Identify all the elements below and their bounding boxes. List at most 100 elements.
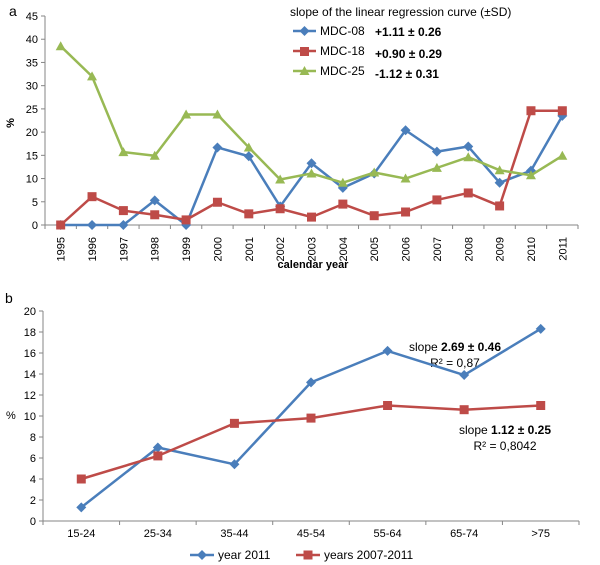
panel-a-x-tick-label-2011: 2011 [557, 237, 569, 261]
panel-b-y-tick-label-12: 12 [24, 390, 36, 402]
legend-item-years-2007-2011: years 2007-2011 [296, 548, 414, 562]
panel-a-point-mdc-25-2006 [400, 173, 411, 183]
panel-a-point-mdc-18-2006 [401, 207, 411, 217]
panel-a-x-tick-label-2004: 2004 [338, 237, 350, 261]
panel-a-y-tick-label-20: 20 [26, 127, 38, 139]
panel-b-y-axis-title: % [6, 410, 16, 422]
panel-a-label: a [9, 3, 17, 19]
annotation-blue-slope: slope 2.69 ± 0.46 [409, 340, 501, 354]
panel-a-x-tick-label-1996: 1996 [87, 237, 99, 261]
panel-b-y-tick-label-2: 2 [30, 495, 36, 507]
panel-b-point-years-2007-2011-55-64 [383, 401, 393, 410]
panel-a-point-mdc-25-2000 [212, 109, 223, 119]
panel-a-x-tick-label-1995: 1995 [56, 237, 68, 261]
panel-a-y-tick-label-35: 35 [26, 57, 38, 69]
panel-a-point-mdc-18-2005 [369, 211, 379, 221]
panel-a-x-axis-title: calendar year [278, 259, 350, 271]
panel-a-y-tick-label-5: 5 [32, 197, 38, 209]
panel-a-point-mdc-25-2005 [369, 167, 380, 177]
panel-a-y-tick-label-10: 10 [26, 174, 38, 186]
panel-a-point-mdc-25-2004 [337, 177, 348, 187]
legend-label-years-2007-2011: years 2007-2011 [324, 548, 414, 562]
panel-a-point-mdc-25-1999 [181, 109, 192, 119]
panel-a-y-tick-label-40: 40 [26, 34, 38, 46]
panel-b-x-tick-label-75: >75 [531, 528, 550, 540]
panel-a-point-mdc-08-2001 [243, 151, 254, 162]
panel-a-point-mdc-25-2002 [275, 174, 286, 184]
panel-b-y-tick-label-18: 18 [24, 327, 36, 339]
panel-a-point-mdc-18-2009 [495, 201, 505, 211]
panel-a-point-mdc-25-2003 [306, 168, 317, 178]
panel-a-point-mdc-08-2009 [494, 177, 505, 188]
panel-a-series-mdc-18 [56, 106, 567, 230]
panel-a-point-mdc-18-2000 [212, 197, 222, 207]
panel-a-x-tick-label-2001: 2001 [244, 237, 256, 261]
slope-mdc-08: +1.11 ± 0.26 [375, 25, 442, 39]
panel-a-title: slope of the linear regression curve (±S… [290, 5, 511, 19]
panel-b-x-tick-label-15-24: 15-24 [67, 528, 95, 540]
panel-b-x-tick-label-35-44: 35-44 [220, 528, 248, 540]
panel-b-y-tick-label-16: 16 [24, 348, 36, 360]
panel-a-point-mdc-08-2007 [431, 146, 442, 157]
panel-a-x-tick-label-2002: 2002 [275, 237, 287, 261]
panel-a-point-mdc-25-2011 [557, 150, 568, 160]
slope-mdc-18: +0.90 ± 0.29 [375, 47, 442, 61]
panel-a-x-tick-label-1998: 1998 [150, 237, 162, 261]
panel-b-series-year-2011 [76, 323, 546, 513]
annotation-blue: slope 2.69 ± 0.46 R² = 0,87 [409, 340, 501, 370]
legend-label-mdc-08: MDC-08 [320, 24, 365, 38]
panel-b-x-tick-label-45-54: 45-54 [297, 528, 325, 540]
panel-a-point-mdc-25-2001 [243, 142, 254, 152]
panel-a-point-mdc-08-2008 [463, 141, 474, 152]
panel-a-point-mdc-25-1996 [87, 71, 98, 81]
panel-b-legend: year 2011 years 2007-2011 [190, 548, 414, 562]
panel-a-point-mdc-08-1996 [87, 220, 98, 230]
panel-b-point-years-2007-2011-15-24 [76, 474, 86, 484]
panel-b-y-tick-label-8: 8 [30, 432, 36, 444]
panel-a-point-mdc-18-2004 [338, 199, 348, 209]
panel-b-point-year-2011-15-24 [76, 502, 87, 513]
slope-mdc-25: -1.12 ± 0.31 [375, 67, 439, 81]
panel-a-x-tick-label-2010: 2010 [526, 237, 538, 261]
panel-a-x-tick-label-2005: 2005 [369, 237, 381, 261]
panel-a-x-tick-label-2000: 2000 [212, 237, 224, 261]
panel-a-y-tick-label-15: 15 [26, 150, 38, 162]
panel-b-y-tick-label-6: 6 [30, 453, 36, 465]
panel-a-x-tick-label-2009: 2009 [495, 237, 507, 261]
panel-b-x-tick-label-65-74: 65-74 [450, 528, 478, 540]
panel-a-x-tick-label-2003: 2003 [307, 237, 319, 261]
panel-b-point-year-2011-35-44 [229, 459, 240, 470]
legend-label-mdc-25: MDC-25 [320, 64, 365, 78]
panel-a-point-mdc-08-2006 [400, 125, 411, 136]
panel-a-y-tick-label-25: 25 [26, 104, 38, 116]
panel-b-point-years-2007-2011-45-54 [306, 413, 316, 423]
panel-b-series-years-2007-2011 [76, 401, 546, 484]
panel-b-x-tick-label-55-64: 55-64 [374, 528, 402, 540]
panel-a-point-mdc-25-1995 [55, 41, 66, 51]
panel-b-point-year-2011-25-34 [152, 442, 163, 453]
panel-a-plot: 0 5 10 15 20 25 30 35 40 45 1995 1996 1997 1998 1999 20… [26, 11, 579, 261]
legend-label-mdc-18: MDC-18 [320, 44, 365, 58]
panel-a-x-tick-label-2006: 2006 [401, 237, 413, 261]
panel-b-y-tick-label-0: 0 [30, 516, 36, 528]
panel-a-y-tick-label-45: 45 [26, 11, 38, 23]
panel-a-series-mdc-25 [55, 41, 568, 187]
panel-b-y-tick-label-14: 14 [24, 369, 36, 381]
panel-b-point-years-2007-2011-25-34 [153, 451, 163, 461]
panel-a-point-mdc-18-1999 [181, 215, 191, 225]
panel-b-point-years-2007-2011-35-44 [229, 418, 239, 428]
panel-a-point-mdc-08-1998 [149, 195, 160, 206]
panel-a-point-mdc-18-2001 [244, 209, 254, 219]
panel-a-point-mdc-18-2011 [557, 106, 567, 116]
panel-a-point-mdc-08-2000 [212, 142, 223, 153]
annotation-blue-r2: R² = 0,87 [430, 356, 480, 370]
panel-a-legend: MDC-08 +1.11 ± 0.26 MDC-18 +0.90 ± 0.29 … [293, 24, 442, 81]
annotation-red-r2: R² = 0,8042 [473, 439, 536, 453]
panel-a-point-mdc-18-1995 [56, 220, 66, 230]
panel-b-y-tick-label-10: 10 [24, 411, 36, 423]
panel-b-label: b [5, 290, 13, 306]
panel-a-point-mdc-25-1998 [149, 150, 160, 160]
panel-a-point-mdc-18-1997 [118, 206, 128, 216]
panel-a-point-mdc-25-2009 [494, 165, 505, 175]
